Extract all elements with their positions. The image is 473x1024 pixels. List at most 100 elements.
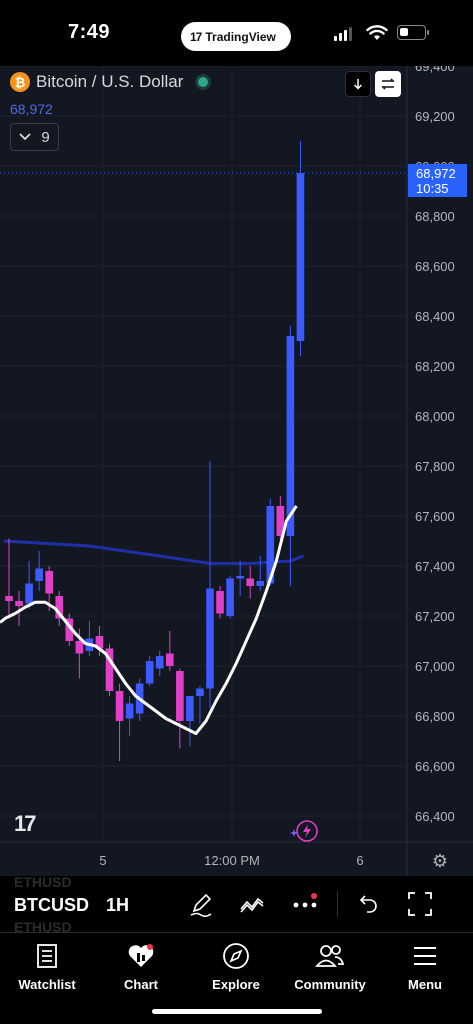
market-open-icon — [195, 74, 212, 90]
sync-chart-button[interactable] — [375, 71, 401, 97]
drawing-pen-icon[interactable] — [187, 890, 215, 918]
nav-watchlist[interactable]: Watchlist — [0, 941, 94, 992]
flash-icon[interactable] — [289, 818, 319, 844]
chart-settings-icon[interactable]: ⚙ — [431, 851, 449, 871]
y-tick-label: 67,800 — [415, 459, 455, 474]
chart-area[interactable]: 69,40069,20069,00068,80068,60068,40068,2… — [0, 66, 473, 876]
current-price-value: 68,972 — [416, 166, 456, 181]
symbol-header[interactable]: ₿ Bitcoin / U.S. Dollar — [10, 72, 212, 92]
y-tick-label: 67,200 — [415, 609, 455, 624]
nav-menu-label: Menu — [408, 977, 442, 992]
status-bar: 7:49 17 TradingView — [0, 0, 473, 66]
indicator-count: 9 — [41, 128, 50, 146]
y-tick-label: 68,600 — [415, 259, 455, 274]
app-pill[interactable]: 17 TradingView — [181, 22, 291, 51]
nav-community-label: Community — [294, 977, 366, 992]
x-tick-label: 6 — [356, 853, 363, 868]
candle-body — [35, 568, 43, 581]
scroll-to-latest-button[interactable] — [345, 71, 371, 97]
symbol-scroll-prev: ETHUSD — [14, 874, 72, 890]
community-icon — [315, 945, 345, 967]
candle-body — [65, 618, 74, 641]
y-tick-label: 66,600 — [415, 759, 455, 774]
indicators-toggle-button[interactable]: 9 — [10, 123, 59, 151]
candle-body — [115, 691, 124, 721]
battery-icon — [397, 25, 429, 40]
app-pill-label: TradingView — [205, 29, 276, 44]
home-indicator[interactable] — [152, 1009, 322, 1014]
nav-watchlist-label: Watchlist — [18, 977, 76, 992]
status-time: 7:49 — [68, 21, 111, 43]
more-options-icon[interactable] — [291, 890, 319, 918]
y-tick-label: 68,400 — [415, 309, 455, 324]
cellular-signal-icon — [334, 27, 352, 41]
tradingview-logo-icon: 17 — [190, 29, 202, 44]
candle-body — [176, 671, 184, 721]
nav-chart[interactable]: Chart — [94, 941, 188, 992]
candle-body — [45, 571, 53, 594]
candle-body — [25, 583, 33, 604]
y-tick-label: 68,800 — [415, 209, 455, 224]
y-tick-label: 69,400 — [415, 66, 455, 74]
candle-body — [216, 591, 224, 614]
toolbar-divider — [337, 891, 338, 917]
candle-body — [55, 596, 64, 619]
y-tick-label: 69,200 — [415, 109, 455, 124]
candle-body — [105, 648, 114, 691]
nav-community[interactable]: Community — [283, 941, 377, 992]
candle-body — [256, 581, 265, 586]
interval-button[interactable]: 1H — [106, 895, 130, 915]
chart-toolbar: ETHUSD BTCUSD ETHUSD 1H — [0, 874, 473, 935]
slow-moving-average-line — [3, 539, 305, 565]
last-price-label: 68,972 — [10, 101, 53, 117]
candle-body — [266, 506, 275, 584]
nav-menu[interactable]: Menu — [378, 941, 472, 992]
symbol-button[interactable]: BTCUSD — [14, 895, 89, 915]
arrow-down-icon — [353, 79, 363, 90]
candle-body — [276, 506, 285, 536]
fullscreen-icon[interactable] — [406, 890, 434, 918]
wifi-icon — [366, 25, 388, 40]
candle-body — [95, 636, 104, 649]
candle-body — [296, 173, 305, 341]
candle-body — [155, 656, 164, 669]
candle-body — [226, 578, 234, 616]
price-chart[interactable]: 69,40069,20069,00068,80068,60068,40068,2… — [0, 66, 473, 876]
chart-icon — [128, 944, 154, 967]
candle-body — [236, 576, 244, 579]
nav-explore-label: Explore — [212, 977, 260, 992]
nav-explore[interactable]: Explore — [189, 941, 283, 992]
candle-body — [196, 688, 204, 696]
y-tick-label: 68,200 — [415, 359, 455, 374]
y-tick-label: 67,400 — [415, 559, 455, 574]
y-tick-label: 68,000 — [415, 409, 455, 424]
candle-body — [145, 661, 154, 684]
refresh-icon — [381, 78, 395, 90]
candle-body — [125, 703, 134, 719]
y-tick-label: 66,800 — [415, 709, 455, 724]
candle-countdown: 10:35 — [416, 181, 449, 196]
symbol-title: Bitcoin / U.S. Dollar — [36, 72, 184, 91]
watchlist-icon — [37, 944, 57, 968]
bitcoin-icon: ₿ — [10, 72, 30, 92]
candle-body — [75, 641, 84, 654]
y-tick-label: 67,000 — [415, 659, 455, 674]
tradingview-watermark-icon: 17 — [14, 811, 37, 836]
fast-moving-average-line — [0, 505, 298, 735]
indicators-icon[interactable] — [238, 890, 266, 918]
candle-body — [5, 596, 13, 601]
compass-icon — [223, 943, 249, 969]
candle-body — [286, 336, 295, 536]
current-price-badge: 68,972 10:35 — [408, 164, 467, 197]
y-tick-label: 66,400 — [415, 809, 455, 824]
y-tick-label: 67,600 — [415, 509, 455, 524]
menu-icon — [414, 947, 436, 965]
symbol-scroll-next: ETHUSD — [14, 919, 72, 935]
undo-icon[interactable] — [353, 890, 381, 918]
candle-body — [186, 696, 194, 721]
candle-body — [246, 578, 254, 586]
chevron-down-icon — [19, 133, 31, 141]
x-tick-label: 5 — [99, 853, 106, 868]
x-tick-label: 12:00 PM — [204, 853, 260, 868]
nav-chart-label: Chart — [124, 977, 158, 992]
